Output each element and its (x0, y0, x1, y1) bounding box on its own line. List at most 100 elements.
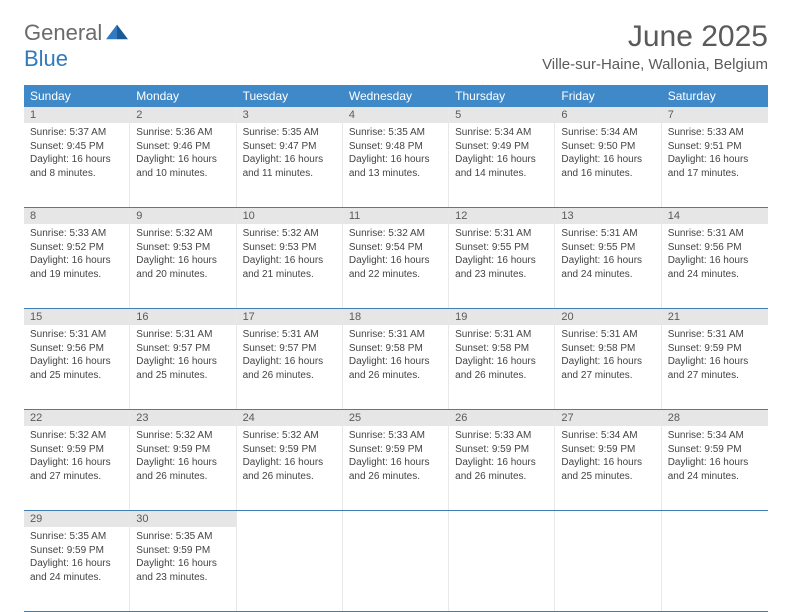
weekday-col: Monday (130, 85, 236, 107)
day-detail: Sunrise: 5:33 AMSunset: 9:59 PMDaylight:… (455, 429, 548, 483)
day-number-row: 891011121314 (24, 208, 768, 224)
day-cell: Sunrise: 5:33 AMSunset: 9:59 PMDaylight:… (343, 426, 449, 510)
day-number: 13 (555, 208, 661, 224)
day-number: 24 (237, 410, 343, 426)
day-number: 29 (24, 511, 130, 527)
day-number: 6 (555, 107, 661, 123)
day-cell: Sunrise: 5:35 AMSunset: 9:48 PMDaylight:… (343, 123, 449, 207)
day-detail: Sunrise: 5:34 AMSunset: 9:50 PMDaylight:… (561, 126, 654, 180)
day-number: 23 (130, 410, 236, 426)
week-row: Sunrise: 5:37 AMSunset: 9:45 PMDaylight:… (24, 123, 768, 208)
weekday-col: Tuesday (237, 85, 343, 107)
day-detail: Sunrise: 5:35 AMSunset: 9:59 PMDaylight:… (30, 530, 123, 584)
day-cell: Sunrise: 5:35 AMSunset: 9:59 PMDaylight:… (130, 527, 236, 611)
location-text: Ville-sur-Haine, Wallonia, Belgium (542, 56, 768, 73)
logo-triangle-icon (106, 22, 128, 40)
day-number: 1 (24, 107, 130, 123)
day-number-row: 22232425262728 (24, 410, 768, 426)
month-title: June 2025 (542, 20, 768, 54)
day-detail: Sunrise: 5:34 AMSunset: 9:59 PMDaylight:… (561, 429, 654, 483)
week-row: Sunrise: 5:31 AMSunset: 9:56 PMDaylight:… (24, 325, 768, 410)
day-detail: Sunrise: 5:34 AMSunset: 9:49 PMDaylight:… (455, 126, 548, 180)
day-number: 11 (343, 208, 449, 224)
day-detail: Sunrise: 5:36 AMSunset: 9:46 PMDaylight:… (136, 126, 229, 180)
day-detail: Sunrise: 5:32 AMSunset: 9:53 PMDaylight:… (243, 227, 336, 281)
day-cell: Sunrise: 5:31 AMSunset: 9:55 PMDaylight:… (449, 224, 555, 308)
day-detail: Sunrise: 5:34 AMSunset: 9:59 PMDaylight:… (668, 429, 762, 483)
day-number: 15 (24, 309, 130, 325)
title-block: June 2025 Ville-sur-Haine, Wallonia, Bel… (542, 20, 768, 73)
day-cell: Sunrise: 5:35 AMSunset: 9:59 PMDaylight:… (24, 527, 130, 611)
day-detail: Sunrise: 5:31 AMSunset: 9:57 PMDaylight:… (136, 328, 229, 382)
day-cell: Sunrise: 5:32 AMSunset: 9:54 PMDaylight:… (343, 224, 449, 308)
day-number: 18 (343, 309, 449, 325)
weekday-col: Saturday (662, 85, 768, 107)
logo: General (24, 20, 130, 46)
day-number (343, 511, 449, 527)
day-number: 10 (237, 208, 343, 224)
day-cell: Sunrise: 5:32 AMSunset: 9:59 PMDaylight:… (24, 426, 130, 510)
logo-blue-wrap: Blue (24, 46, 68, 72)
day-cell (237, 527, 343, 611)
day-cell: Sunrise: 5:31 AMSunset: 9:57 PMDaylight:… (130, 325, 236, 409)
day-number: 26 (449, 410, 555, 426)
day-number: 4 (343, 107, 449, 123)
day-cell: Sunrise: 5:31 AMSunset: 9:56 PMDaylight:… (662, 224, 768, 308)
page-header: General June 2025 Ville-sur-Haine, Wallo… (24, 20, 768, 73)
logo-text-general: General (24, 20, 102, 46)
calendar: Sunday Monday Tuesday Wednesday Thursday… (24, 85, 768, 612)
day-detail: Sunrise: 5:32 AMSunset: 9:59 PMDaylight:… (243, 429, 336, 483)
day-number: 21 (662, 309, 768, 325)
day-detail: Sunrise: 5:32 AMSunset: 9:59 PMDaylight:… (30, 429, 123, 483)
day-number: 22 (24, 410, 130, 426)
day-cell: Sunrise: 5:31 AMSunset: 9:57 PMDaylight:… (237, 325, 343, 409)
day-number (662, 511, 768, 527)
week-row: Sunrise: 5:32 AMSunset: 9:59 PMDaylight:… (24, 426, 768, 511)
day-number: 9 (130, 208, 236, 224)
day-cell: Sunrise: 5:31 AMSunset: 9:58 PMDaylight:… (343, 325, 449, 409)
day-number: 7 (662, 107, 768, 123)
day-detail: Sunrise: 5:31 AMSunset: 9:55 PMDaylight:… (455, 227, 548, 281)
day-number: 19 (449, 309, 555, 325)
weekday-header: Sunday Monday Tuesday Wednesday Thursday… (24, 85, 768, 107)
day-cell: Sunrise: 5:32 AMSunset: 9:53 PMDaylight:… (237, 224, 343, 308)
day-number: 30 (130, 511, 236, 527)
day-detail: Sunrise: 5:31 AMSunset: 9:58 PMDaylight:… (561, 328, 654, 382)
day-number: 2 (130, 107, 236, 123)
day-number (237, 511, 343, 527)
day-number (555, 511, 661, 527)
day-cell: Sunrise: 5:32 AMSunset: 9:53 PMDaylight:… (130, 224, 236, 308)
weekday-col: Wednesday (343, 85, 449, 107)
day-number: 28 (662, 410, 768, 426)
day-cell (555, 527, 661, 611)
day-cell: Sunrise: 5:31 AMSunset: 9:58 PMDaylight:… (449, 325, 555, 409)
day-detail: Sunrise: 5:32 AMSunset: 9:59 PMDaylight:… (136, 429, 229, 483)
day-number: 20 (555, 309, 661, 325)
day-detail: Sunrise: 5:31 AMSunset: 9:56 PMDaylight:… (668, 227, 762, 281)
day-cell: Sunrise: 5:32 AMSunset: 9:59 PMDaylight:… (237, 426, 343, 510)
day-detail: Sunrise: 5:33 AMSunset: 9:52 PMDaylight:… (30, 227, 123, 281)
day-detail: Sunrise: 5:33 AMSunset: 9:59 PMDaylight:… (349, 429, 442, 483)
day-cell: Sunrise: 5:34 AMSunset: 9:59 PMDaylight:… (662, 426, 768, 510)
weekday-col: Friday (555, 85, 661, 107)
weeks-container: 1234567Sunrise: 5:37 AMSunset: 9:45 PMDa… (24, 107, 768, 612)
day-cell: Sunrise: 5:31 AMSunset: 9:56 PMDaylight:… (24, 325, 130, 409)
day-number-row: 1234567 (24, 107, 768, 123)
day-cell: Sunrise: 5:35 AMSunset: 9:47 PMDaylight:… (237, 123, 343, 207)
day-detail: Sunrise: 5:31 AMSunset: 9:59 PMDaylight:… (668, 328, 762, 382)
day-cell: Sunrise: 5:32 AMSunset: 9:59 PMDaylight:… (130, 426, 236, 510)
day-number: 3 (237, 107, 343, 123)
day-detail: Sunrise: 5:35 AMSunset: 9:47 PMDaylight:… (243, 126, 336, 180)
day-detail: Sunrise: 5:32 AMSunset: 9:54 PMDaylight:… (349, 227, 442, 281)
day-cell: Sunrise: 5:33 AMSunset: 9:59 PMDaylight:… (449, 426, 555, 510)
day-cell: Sunrise: 5:33 AMSunset: 9:52 PMDaylight:… (24, 224, 130, 308)
day-number: 27 (555, 410, 661, 426)
logo-text-blue: Blue (24, 46, 68, 71)
day-cell: Sunrise: 5:31 AMSunset: 9:58 PMDaylight:… (555, 325, 661, 409)
day-number: 5 (449, 107, 555, 123)
day-cell: Sunrise: 5:33 AMSunset: 9:51 PMDaylight:… (662, 123, 768, 207)
day-detail: Sunrise: 5:32 AMSunset: 9:53 PMDaylight:… (136, 227, 229, 281)
day-detail: Sunrise: 5:37 AMSunset: 9:45 PMDaylight:… (30, 126, 123, 180)
day-cell (662, 527, 768, 611)
day-cell (449, 527, 555, 611)
